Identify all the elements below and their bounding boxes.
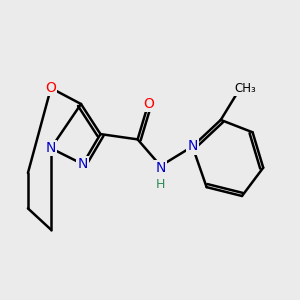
Text: N: N xyxy=(155,161,166,175)
Text: O: O xyxy=(46,81,56,95)
Text: H: H xyxy=(156,178,165,191)
Text: N: N xyxy=(46,141,56,155)
Text: CH₃: CH₃ xyxy=(235,82,256,94)
Text: N: N xyxy=(187,140,198,154)
Text: O: O xyxy=(143,97,154,111)
Text: N: N xyxy=(78,157,88,171)
